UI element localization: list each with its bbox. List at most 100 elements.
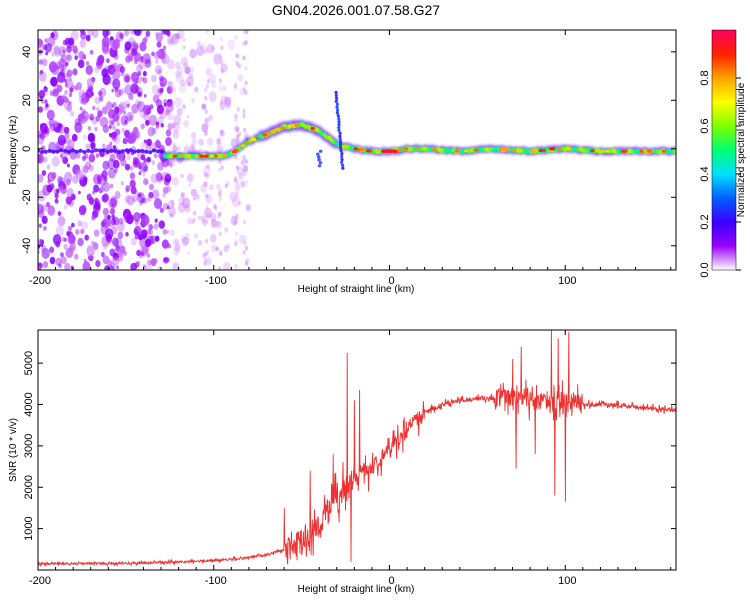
noise-blob [78, 94, 87, 105]
noise-blob [133, 84, 140, 93]
ridge-hot-spot [199, 154, 205, 158]
noise-blob [94, 96, 101, 105]
ridge-spike-dot [316, 152, 320, 156]
noise-blob [182, 38, 186, 42]
noise-blob [87, 126, 92, 131]
noise-blob [154, 235, 160, 242]
noise-blob [65, 178, 71, 186]
noise-blob [144, 238, 152, 248]
zero-hz-dot [97, 148, 103, 153]
noise-blob [68, 100, 72, 106]
ridge-hot-spot [647, 149, 652, 153]
noise-blob [70, 111, 75, 117]
noise-blob [41, 244, 47, 252]
noise-blob [142, 172, 146, 177]
noise-blob [97, 179, 102, 185]
snr-y-axis-label: SNR (10 * v/v) [8, 418, 19, 482]
noise-blob [90, 240, 95, 246]
noise-blob [158, 220, 165, 229]
snr-y-tick-label: 3000 [23, 434, 35, 458]
noise-stripe-dot [204, 95, 208, 101]
spec-y-tick-label: 20 [21, 94, 33, 106]
noise-blob [165, 129, 172, 137]
noise-blob [238, 173, 244, 180]
noise-blob [85, 61, 90, 66]
noise-blob [204, 117, 209, 124]
noise-stripe-dot [206, 164, 210, 170]
noise-blob [81, 220, 88, 230]
zero-hz-dot [109, 148, 114, 153]
noise-blob [208, 73, 216, 83]
noise-blob [148, 104, 154, 110]
noise-blob [182, 197, 191, 209]
noise-blob [44, 216, 48, 221]
noise-blob [120, 180, 125, 186]
spec-x-tick-label: -200 [29, 275, 51, 287]
noise-blob [112, 78, 121, 90]
zero-hz-dot [113, 148, 118, 153]
noise-blob [112, 112, 119, 122]
noise-blob [171, 176, 179, 186]
noise-blob [78, 51, 85, 60]
noise-blob [138, 171, 142, 176]
noise-blob [133, 40, 136, 45]
noise-blob [140, 197, 145, 204]
noise-blob [167, 122, 173, 130]
noise-blob [111, 256, 120, 266]
noise-blob [237, 73, 244, 82]
noise-blob [146, 228, 152, 235]
noise-blob [237, 201, 242, 206]
noise-blob [191, 98, 195, 103]
noise-blob [127, 132, 137, 144]
noise-stripe-dot [234, 117, 238, 123]
noise-blob [86, 77, 94, 88]
noise-blob [203, 207, 213, 219]
noise-blob [163, 30, 170, 35]
noise-blob [38, 223, 43, 228]
noise-blob [224, 100, 232, 109]
noise-blob [55, 257, 62, 267]
noise-blob [60, 252, 64, 258]
noise-blob [102, 217, 111, 229]
noise-blob [162, 228, 168, 235]
zero-hz-dot [101, 148, 106, 153]
noise-stripe-dot [235, 137, 239, 143]
noise-blob [162, 45, 167, 51]
noise-blob [159, 81, 165, 88]
noise-blob [129, 179, 136, 188]
noise-blob [154, 218, 158, 223]
noise-blob [196, 45, 205, 57]
snr-y-tick-label: 5000 [23, 351, 35, 375]
noise-blob [205, 67, 212, 76]
noise-stripe-dot [236, 135, 240, 141]
noise-blob [192, 217, 196, 222]
noise-blob [77, 220, 83, 227]
ridge-hot-spot [473, 148, 479, 152]
noise-blob [107, 158, 116, 170]
noise-blob [116, 121, 120, 127]
noise-blob [126, 153, 131, 161]
noise-blob [107, 259, 113, 267]
noise-blob [96, 56, 104, 67]
noise-blob [231, 195, 241, 208]
noise-blob [40, 123, 43, 128]
ridge-hot-spot [244, 141, 250, 145]
noise-stripe-dot [244, 261, 249, 267]
noise-blob [106, 58, 110, 64]
noise-blob [81, 155, 86, 161]
noise-blob [201, 103, 206, 110]
noise-blob [151, 51, 155, 57]
zero-hz-dot [117, 150, 122, 155]
ridge-hot-spot [600, 149, 605, 153]
noise-blob [168, 244, 172, 249]
noise-blob [237, 62, 242, 69]
noise-blob [66, 104, 73, 112]
noise-blob [48, 61, 58, 73]
noise-blob [128, 93, 134, 100]
noise-blob [166, 85, 173, 94]
noise-blob [244, 257, 250, 264]
noise-blob [141, 214, 150, 226]
noise-blob [64, 90, 68, 95]
noise-blob [176, 107, 183, 117]
zero-hz-dot [124, 148, 130, 153]
